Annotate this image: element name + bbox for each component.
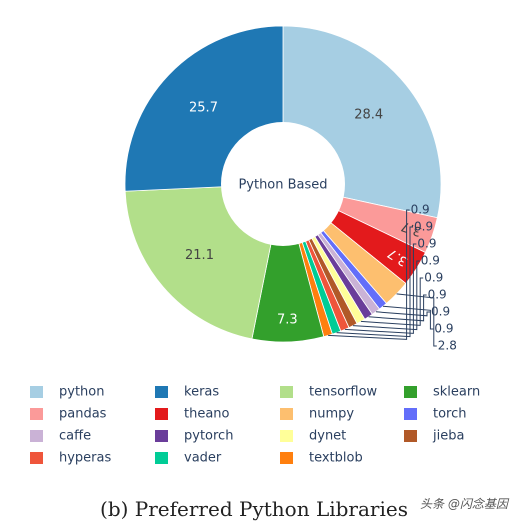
leader-line-vader (336, 226, 413, 338)
slice-value-labels: 28.43.73.77.321.125.7 (185, 101, 424, 328)
legend-item-hyperas[interactable]: hyperas (30, 451, 111, 466)
legend-swatch-vader (155, 452, 168, 464)
figure-caption: (b) Preferred Python Libraries (100, 497, 408, 521)
legend-item-python[interactable]: python (30, 385, 104, 400)
legend-item-numpy[interactable]: numpy (280, 407, 354, 422)
legend-item-textblob[interactable]: textblob (280, 451, 363, 466)
legend-label-hyperas: hyperas (59, 451, 111, 466)
legend-item-theano[interactable]: theano (155, 407, 230, 422)
leader-line-hyperas (344, 243, 417, 334)
legend-swatch-caffe (30, 430, 43, 442)
legend-swatch-keras (155, 386, 168, 398)
legend-label-torch: torch (433, 407, 467, 422)
legend-label-tensorflow: tensorflow (309, 385, 378, 400)
legend-label-python: python (59, 385, 104, 400)
legend-item-sklearn[interactable]: sklearn (404, 385, 480, 400)
slice-value-numpy: 2.8 (438, 339, 457, 353)
legend-label-dynet: dynet (309, 429, 346, 444)
slice-value-torch: 0.9 (434, 322, 453, 336)
legend-swatch-numpy (280, 408, 293, 420)
legend-swatch-torch (404, 408, 417, 420)
slice-value-pytorch: 0.9 (428, 288, 447, 302)
slice-value-dynet: 0.9 (424, 271, 443, 285)
legend-label-caffe: caffe (59, 429, 91, 444)
watermark-text: 头条 @闪念基因 (420, 497, 510, 511)
slice-value-sklearn: 7.3 (277, 312, 298, 327)
legend-item-tensorflow[interactable]: tensorflow (280, 385, 378, 400)
legend-label-jieba: jieba (432, 429, 464, 444)
legend-label-keras: keras (184, 385, 219, 400)
legend-item-caffe[interactable]: caffe (30, 429, 91, 444)
slice-value-vader: 0.9 (414, 220, 433, 234)
slice-value-pandas: 3.7 (399, 218, 423, 239)
legend-swatch-theano (155, 408, 168, 420)
legend-swatch-sklearn (404, 386, 417, 398)
legend: python keras tensorflow sklearn pandas theano… (30, 385, 480, 466)
leader-line-caffe (375, 311, 430, 317)
slice-value-jieba: 0.9 (421, 254, 440, 268)
legend-swatch-hyperas (30, 452, 43, 464)
legend-item-pytorch[interactable]: pytorch (155, 429, 233, 444)
slice-value-textblob: 0.9 (411, 203, 430, 217)
legend-item-jieba[interactable]: jieba (404, 429, 464, 444)
legend-label-sklearn: sklearn (433, 385, 480, 400)
legend-swatch-tensorflow (280, 386, 293, 398)
donut-hole (221, 122, 345, 246)
legend-label-pandas: pandas (59, 407, 107, 422)
legend-swatch-pandas (30, 408, 43, 420)
slice-value-tensorflow: 21.1 (185, 248, 214, 263)
legend-swatch-pytorch (155, 430, 168, 442)
slice-value-hyperas: 0.9 (417, 237, 436, 251)
center-label: Python Based (238, 178, 327, 193)
legend-swatch-textblob (280, 452, 293, 464)
legend-swatch-jieba (404, 430, 417, 442)
legend-item-dynet[interactable]: dynet (280, 429, 346, 444)
slice-value-caffe: 0.9 (431, 305, 450, 319)
leader-line-dynet (360, 277, 424, 326)
legend-label-pytorch: pytorch (184, 429, 233, 444)
legend-label-vader: vader (184, 451, 222, 466)
leader-line-jieba (352, 260, 420, 331)
legend-swatch-dynet (280, 430, 293, 442)
legend-swatch-python (30, 386, 43, 398)
legend-label-theano: theano (184, 407, 230, 422)
slice-value-python: 28.4 (354, 108, 383, 123)
legend-label-textblob: textblob (309, 451, 363, 466)
legend-item-vader[interactable]: vader (155, 451, 222, 466)
legend-item-torch[interactable]: torch (404, 407, 467, 422)
legend-item-pandas[interactable]: pandas (30, 407, 107, 422)
leader-line-numpy (396, 293, 437, 347)
leader-line-textblob (328, 209, 410, 340)
external-value-labels: 2.8 0.9 0.9 0.9 0.9 0.9 0.9 0.9 0.9 (328, 203, 457, 353)
leader-line-torch (382, 305, 434, 330)
legend-label-numpy: numpy (309, 407, 354, 422)
leader-line-pytorch (368, 294, 427, 322)
slice-value-keras: 25.7 (189, 101, 218, 116)
legend-item-keras[interactable]: keras (155, 385, 219, 400)
